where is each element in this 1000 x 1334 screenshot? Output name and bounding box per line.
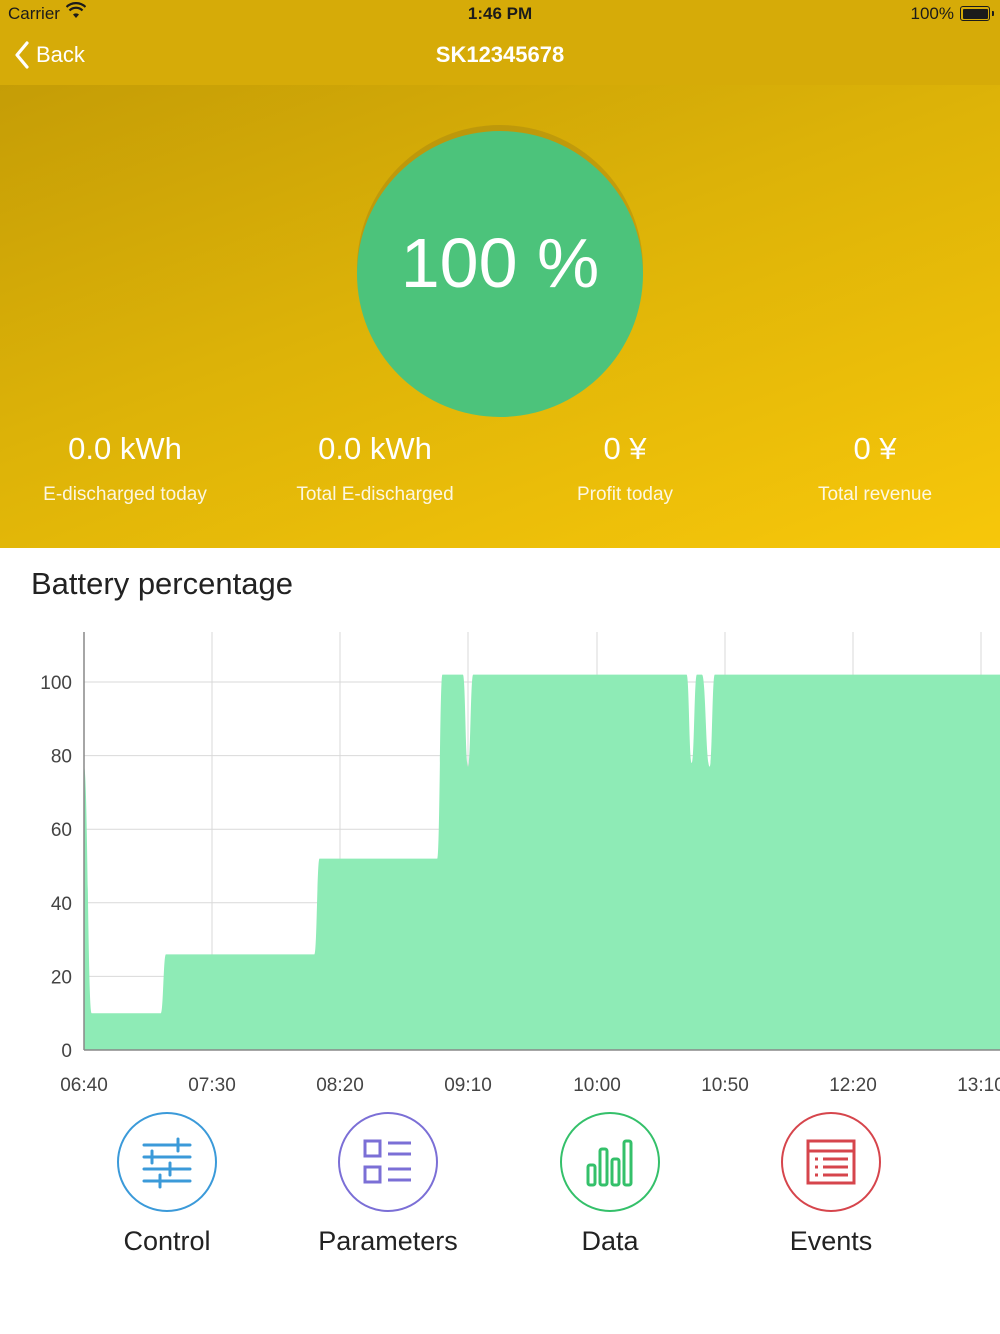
stat-total-revenue: 0 ¥ Total revenue xyxy=(750,431,1000,506)
event-list-icon xyxy=(806,1139,856,1185)
battery-chart[interactable]: 0 20 40 60 80 100 06:40 07:30 08:20 09:10 10:00 10:… xyxy=(0,620,1000,1100)
y-tick-label: 0 xyxy=(61,1041,72,1062)
parameters-button[interactable]: Parameters xyxy=(288,1112,488,1257)
stat-label: Total revenue xyxy=(817,484,933,505)
events-label: Events xyxy=(789,1226,873,1256)
top-bar: Carrier 1:46 PM 100% Back SK12345678 xyxy=(0,0,1000,85)
stat-total-discharged: 0.0 kWh Total E-discharged xyxy=(250,431,500,506)
y-tick-label: 100 xyxy=(40,673,72,694)
battery-icon xyxy=(960,6,994,21)
back-label: Back xyxy=(36,42,85,67)
parameters-label: Parameters xyxy=(318,1226,458,1256)
chevron-left-icon xyxy=(15,41,29,69)
stat-value: 0.0 kWh xyxy=(318,431,432,466)
x-tick-label: 13:10 xyxy=(957,1075,1000,1096)
back-button[interactable]: Back xyxy=(14,38,85,72)
control-icon-circle xyxy=(117,1112,217,1212)
bar-chart-icon xyxy=(586,1139,633,1187)
data-button[interactable]: Data xyxy=(510,1112,710,1257)
y-tick-label: 80 xyxy=(51,747,72,768)
parameters-icon-circle xyxy=(338,1112,438,1212)
battery-gauge: 100 % xyxy=(357,131,643,417)
x-tick-label: 09:10 xyxy=(444,1075,492,1096)
stat-profit-today: 0 ¥ Profit today xyxy=(500,431,750,506)
stat-discharged-today: 0.0 kWh E-discharged today xyxy=(0,431,250,506)
battery-area-series xyxy=(84,674,1000,1050)
grid-list-icon xyxy=(363,1139,411,1184)
x-tick-label: 12:20 xyxy=(829,1075,877,1096)
x-tick-label: 06:40 xyxy=(60,1075,108,1096)
x-tick-label: 08:20 xyxy=(316,1075,364,1096)
x-tick-label: 07:30 xyxy=(188,1075,236,1096)
sliders-icon xyxy=(142,1137,192,1189)
events-button[interactable]: Events xyxy=(731,1112,931,1257)
control-button[interactable]: Control xyxy=(67,1112,267,1257)
stat-label: E-discharged today xyxy=(43,484,207,505)
y-tick-label: 40 xyxy=(51,894,72,915)
control-label: Control xyxy=(123,1226,211,1256)
clock: 1:46 PM xyxy=(467,4,533,23)
data-label: Data xyxy=(581,1226,639,1256)
wifi-icon xyxy=(65,2,87,25)
stat-value: 0.0 kWh xyxy=(68,431,182,466)
stat-value: 0 ¥ xyxy=(603,431,647,466)
y-tick-label: 20 xyxy=(51,967,72,988)
stat-label: Total E-discharged xyxy=(296,484,454,505)
battery-percent: 100% xyxy=(910,4,954,23)
x-tick-label: 10:00 xyxy=(573,1075,621,1096)
carrier-label: Carrier xyxy=(8,4,60,23)
summary-panel: 100 % 0.0 kWh E-discharged today 0.0 kWh… xyxy=(0,85,1000,548)
data-icon-circle xyxy=(560,1112,660,1212)
x-tick-label: 10:50 xyxy=(701,1075,749,1096)
y-tick-label: 60 xyxy=(51,820,72,841)
chart-title: Battery percentage xyxy=(31,566,293,601)
events-icon-circle xyxy=(781,1112,881,1212)
action-bar: Control Parameters Data xyxy=(0,1112,1000,1292)
page-title: SK12345678 xyxy=(435,42,565,67)
battery-percent-value: 100 % xyxy=(400,224,600,302)
status-bar: Carrier 1:46 PM 100% xyxy=(0,0,1000,28)
stat-value: 0 ¥ xyxy=(853,431,897,466)
stat-label: Profit today xyxy=(576,484,674,505)
